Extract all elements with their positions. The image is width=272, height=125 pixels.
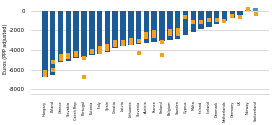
Bar	[237, 11, 243, 15]
Point	[144, 36, 149, 38]
Bar	[167, 11, 172, 40]
Bar	[222, 11, 227, 22]
Point	[66, 54, 70, 56]
Point	[82, 76, 86, 78]
Point	[66, 56, 70, 58]
Point	[58, 55, 63, 57]
Bar	[253, 8, 258, 11]
Bar	[58, 11, 63, 62]
Point	[254, 13, 258, 15]
Bar	[97, 11, 102, 54]
Point	[89, 51, 94, 53]
Point	[129, 42, 133, 44]
Point	[43, 74, 47, 76]
Point	[74, 52, 78, 54]
Point	[191, 22, 195, 24]
Bar	[73, 11, 79, 58]
Point	[105, 48, 110, 50]
Point	[43, 71, 47, 73]
Point	[129, 39, 133, 41]
Point	[207, 18, 211, 20]
Point	[175, 29, 180, 31]
Bar	[81, 11, 87, 57]
Point	[160, 54, 164, 56]
Point	[238, 16, 242, 18]
Point	[175, 33, 180, 35]
Bar	[230, 11, 235, 18]
Point	[113, 41, 118, 43]
Bar	[42, 11, 48, 77]
Point	[199, 22, 203, 24]
Bar	[105, 11, 110, 52]
Bar	[120, 11, 126, 46]
Bar	[136, 11, 141, 44]
Bar	[183, 11, 188, 35]
Bar	[159, 11, 165, 41]
Point	[89, 50, 94, 52]
Bar	[152, 11, 157, 42]
Point	[137, 52, 141, 54]
Bar	[128, 11, 134, 45]
Point	[168, 30, 172, 32]
Point	[97, 47, 102, 49]
Point	[215, 18, 219, 20]
Point	[230, 15, 234, 17]
Bar	[112, 11, 118, 48]
Point	[152, 31, 156, 33]
Bar	[50, 11, 55, 75]
Point	[121, 41, 125, 43]
Point	[160, 41, 164, 43]
Point	[58, 58, 63, 60]
Point	[246, 8, 250, 10]
Bar	[144, 11, 149, 43]
Point	[137, 40, 141, 42]
Bar	[66, 11, 71, 61]
Point	[51, 69, 55, 71]
Point	[105, 45, 110, 47]
Point	[183, 16, 188, 18]
Y-axis label: Euros (PPP adjusted): Euros (PPP adjusted)	[3, 23, 8, 74]
Bar	[89, 11, 94, 55]
Bar	[245, 10, 251, 11]
Point	[144, 33, 149, 35]
Point	[113, 44, 118, 46]
Point	[121, 43, 125, 45]
Bar	[214, 11, 220, 24]
Point	[74, 54, 78, 56]
Point	[51, 61, 55, 63]
Point	[97, 51, 102, 53]
Point	[82, 57, 86, 59]
Point	[168, 33, 172, 35]
Bar	[206, 11, 212, 27]
Bar	[190, 11, 196, 32]
Bar	[175, 11, 180, 39]
Point	[152, 35, 156, 37]
Bar	[198, 11, 204, 29]
Point	[222, 20, 227, 22]
